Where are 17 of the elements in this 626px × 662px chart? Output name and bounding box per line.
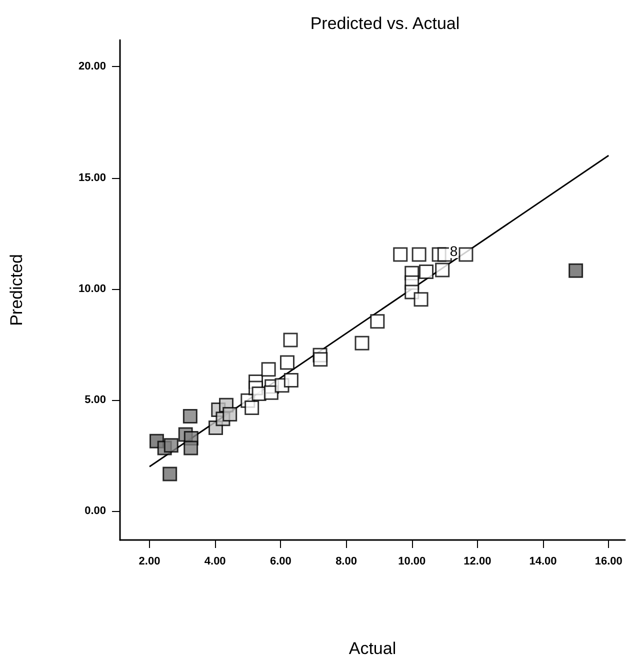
y-tick-label: 0.00	[84, 505, 106, 518]
annotation: 8	[450, 243, 458, 260]
chart-title: Predicted vs. Actual	[310, 14, 460, 33]
x-tick-label: 2.00	[138, 556, 160, 568]
x-tick-label: 10.00	[398, 556, 426, 568]
x-tick-label: 16.00	[594, 556, 622, 568]
x-tick-label: 6.00	[270, 556, 292, 568]
x-tick-label: 14.00	[529, 556, 557, 568]
y-tick-label: 20.00	[78, 60, 106, 73]
y-tick-label: 15.00	[78, 172, 106, 184]
x-tick-label: 12.00	[464, 556, 492, 568]
x-axis-title: Actual	[348, 639, 396, 658]
x-tick-label: 8.00	[336, 556, 357, 568]
y-axis-title: Predicted	[7, 254, 26, 326]
y-tick-label: 10.00	[78, 282, 106, 295]
y-tick-label: 5.00	[84, 394, 106, 406]
x-tick-label: 4.00	[204, 556, 226, 568]
